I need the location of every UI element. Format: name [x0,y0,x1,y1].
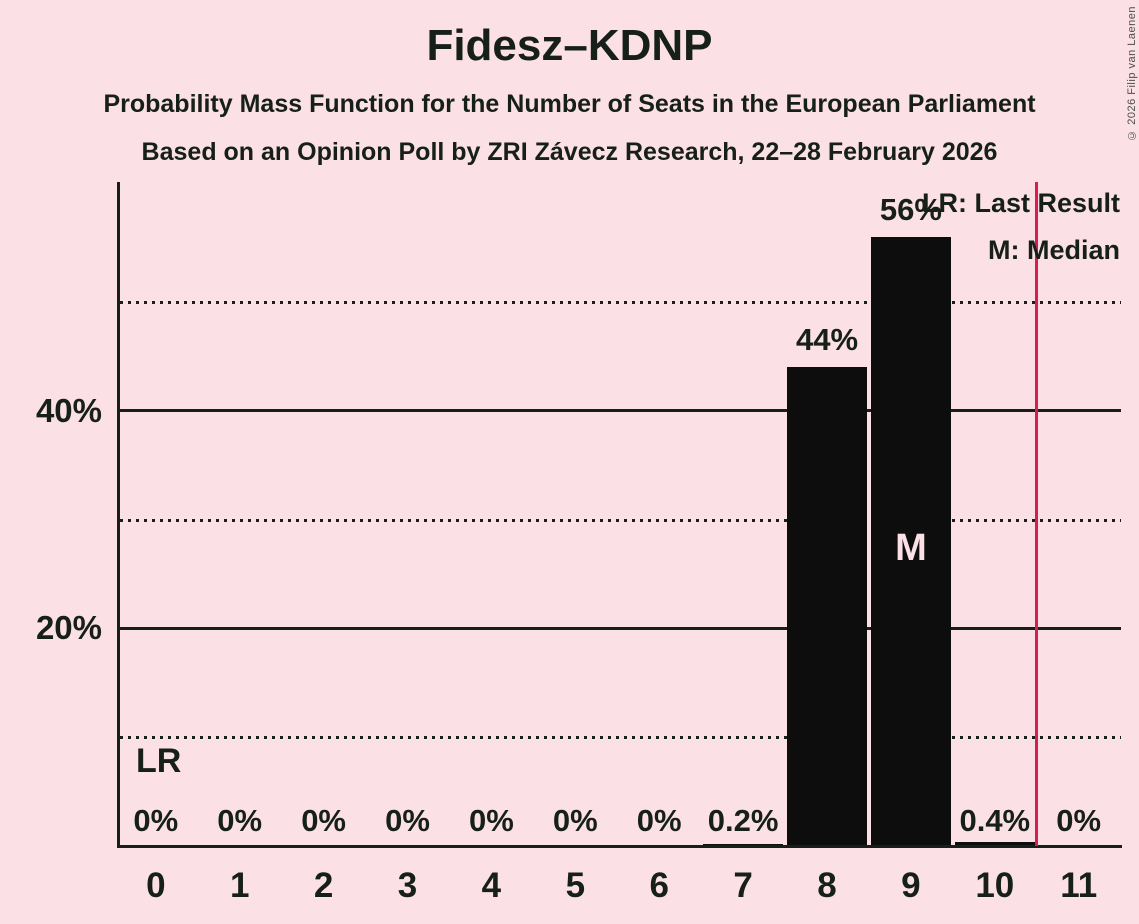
bar-seats-8 [787,367,867,846]
last-result-annotation: LR [136,742,182,780]
value-label-seats-11: 0% [1056,803,1102,838]
value-label-seats-1: 0% [217,803,263,838]
value-label-seats-6: 0% [636,803,682,838]
value-label-seats-8: 44% [795,322,859,358]
x-tick-label-11: 11 [1060,866,1098,905]
x-tick-label-4: 4 [481,866,502,905]
x-tick-label-1: 1 [229,866,250,905]
dotted-gridline-30pct [120,518,1121,522]
bar-seats-9 [870,236,951,846]
y-axis-label-40pct: 40% [35,391,102,429]
x-tick-label-7: 7 [733,866,753,905]
value-label-seats-2: 0% [301,803,346,838]
value-label-seats-3: 0% [385,803,430,838]
y-axis-line [117,182,120,848]
chart-poll-subtitle: Based on an Opinion Poll by ZRI Závecz R… [141,138,998,166]
x-tick-label-0: 0 [146,866,166,905]
x-tick-label-9: 9 [901,866,921,905]
value-label-seats-10: 0.4% [959,803,1031,838]
x-tick-label-6: 6 [649,866,669,905]
x-tick-label-8: 8 [817,866,837,905]
value-label-seats-9: 56% [879,191,942,227]
solid-gridline-40pct [120,409,1121,413]
legend-median: M: Median [988,235,1120,265]
dotted-gridline-10pct [120,736,1121,740]
chart-title: Fidesz–KDNP [426,21,713,70]
x-tick-label-3: 3 [397,866,418,905]
value-label-seats-5: 0% [552,803,598,838]
chart-subtitle: Probability Mass Function for the Number… [103,90,1036,118]
value-label-seats-0: 0% [133,803,179,838]
x-tick-label-10: 10 [975,866,1015,905]
y-axis-label-20pct: 20% [35,609,102,647]
copyright-text: © 2026 Filip van Laenen [1126,6,1138,141]
bar-seats-10 [954,841,1035,846]
legend-last-result: LR: Last Result [921,188,1120,218]
median-marker-label: M [895,527,927,569]
x-tick-label-2: 2 [313,866,334,905]
value-label-seats-4: 0% [468,803,514,838]
bar-seats-7 [703,843,784,846]
value-label-seats-7: 0.2% [707,803,779,838]
x-tick-label-5: 5 [565,866,586,905]
last-result-line [1035,182,1039,846]
x-axis-line [117,845,1122,848]
solid-gridline-20pct [120,626,1121,630]
dotted-gridline-50pct [120,301,1121,304]
